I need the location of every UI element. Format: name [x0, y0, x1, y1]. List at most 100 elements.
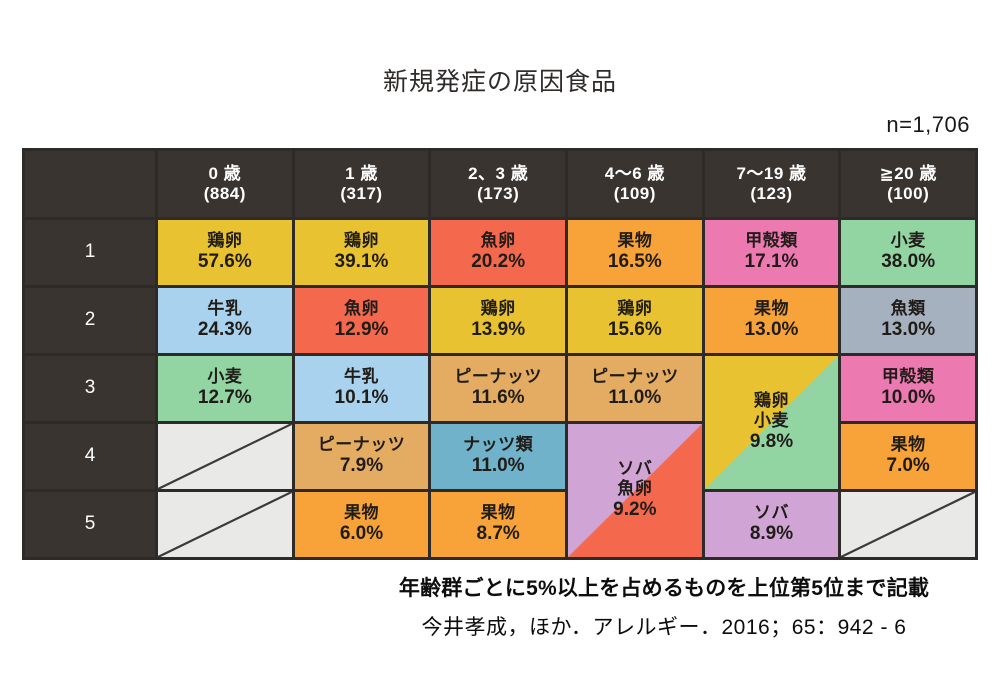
allergy-cause-table: 0 歳 (884) 1 歳 (317) 2、3 歳 (173) 4～6 歳 (1…: [22, 148, 978, 560]
food-percentage: 15.6%: [607, 319, 662, 341]
food-percentage: 13.9%: [471, 319, 526, 341]
food-name: 果物: [890, 434, 926, 454]
food-name: 鶏卵: [207, 230, 243, 250]
food-name: 果物: [753, 298, 789, 318]
food-name: 甲殻類: [881, 366, 935, 386]
footer: 年齢群ごとに5%以上を占めるものを上位第5位まで記載 今井孝成，ほか．アレルギー…: [334, 572, 994, 641]
cell-age2-3-rank5: 果物 8.7%: [431, 492, 565, 557]
cell-age20-rank3: 甲殻類 10.0%: [841, 356, 975, 421]
table-corner-cell: [25, 151, 155, 217]
column-header-age2-3: 2、3 歳 (173): [431, 151, 565, 217]
food-percentage: 13.0%: [881, 319, 936, 341]
food-name: ソバ: [617, 458, 653, 478]
food-percentage: 8.7%: [476, 523, 520, 545]
age-label: 2、3 歳: [468, 163, 529, 183]
food-name: 牛乳: [343, 366, 379, 386]
cell-age4-6-rank3: ピーナッツ 11.0%: [568, 356, 702, 421]
cell-age4-6-rank1: 果物 16.5%: [568, 220, 702, 285]
food-percentage: 11.0%: [471, 455, 525, 477]
cell-age1-rank4: ピーナッツ 7.9%: [294, 424, 429, 489]
cell-age7-19-rank1: 甲殻類 17.1%: [704, 220, 839, 285]
footnote-text: 年齢群ごとに5%以上を占めるものを上位第5位まで記載: [398, 577, 930, 600]
food-percentage: 11.6%: [471, 387, 525, 409]
food-name: 鶏卵: [753, 390, 789, 410]
cell-age20-rank1: 小麦 38.0%: [841, 220, 975, 285]
cell-age0-rank5-empty: [158, 492, 292, 557]
food-name: ソバ: [753, 502, 789, 522]
age-sample-count: (109): [613, 184, 656, 203]
sample-size-label: n=1,706: [886, 112, 970, 137]
food-name: 魚卵: [480, 230, 516, 250]
column-header-age0: 0 歳 (884): [158, 151, 292, 217]
age-label: ≧20 歳: [879, 163, 937, 183]
rank-label-5: 5: [25, 492, 155, 557]
cell-age1-rank3: 牛乳 10.1%: [294, 356, 429, 421]
cell-age0-rank1: 鶏卵 57.6%: [158, 220, 292, 285]
cell-age7-19-rank5: ソバ 8.9%: [704, 492, 839, 557]
food-percentage: 13.0%: [744, 319, 799, 341]
cell-age2-3-rank1: 魚卵 20.2%: [431, 220, 565, 285]
cell-age2-3-rank2: 鶏卵 13.9%: [431, 288, 565, 353]
food-percentage: 8.9%: [749, 523, 794, 545]
food-name: 魚卵: [343, 298, 379, 318]
food-percentage: 10.1%: [334, 387, 389, 409]
rank-label-2: 2: [25, 288, 155, 353]
cell-age4-6-rank2: 鶏卵 15.6%: [568, 288, 702, 353]
age-label: 1 歳: [345, 163, 378, 183]
food-name: 小麦: [207, 366, 243, 386]
food-percentage: 12.9%: [334, 319, 389, 341]
diagonal-slash: [158, 424, 292, 489]
food-name: 小麦: [753, 411, 789, 431]
cell-age20-rank5-empty: [841, 492, 975, 557]
food-name: 魚類: [890, 298, 926, 318]
food-percentage: 16.5%: [607, 251, 662, 273]
column-header-age4-6: 4～6 歳 (109): [568, 151, 702, 217]
rank-label-1: 1: [25, 220, 155, 285]
food-name: ピーナッツ: [454, 366, 542, 386]
column-header-age20plus: ≧20 歳 (100): [841, 151, 975, 217]
cell-age0-rank2: 牛乳 24.3%: [158, 288, 292, 353]
cell-age20-rank4: 果物 7.0%: [841, 424, 975, 489]
food-percentage: 57.6%: [197, 251, 252, 273]
food-percentage: 9.2%: [613, 499, 657, 521]
food-name: 牛乳: [207, 298, 243, 318]
food-percentage: 24.3%: [197, 319, 252, 341]
age-sample-count: (173): [477, 184, 520, 203]
column-header-age1: 1 歳 (317): [294, 151, 429, 217]
age-label: 0 歳: [208, 163, 242, 183]
food-percentage: 17.1%: [744, 251, 799, 273]
cell-age1-rank5: 果物 6.0%: [294, 492, 429, 557]
food-percentage: 20.2%: [471, 251, 526, 273]
food-name: 魚卵: [617, 479, 653, 499]
cell-age0-rank4-empty: [158, 424, 292, 489]
rank-label-3: 3: [25, 356, 155, 421]
age-label: 4～6 歳: [604, 163, 665, 183]
cell-age1-rank2: 魚卵 12.9%: [294, 288, 429, 353]
diagonal-slash: [158, 492, 292, 557]
age-sample-count: (123): [750, 184, 793, 203]
cell-age0-rank3: 小麦 12.7%: [158, 356, 292, 421]
food-percentage: 6.0%: [339, 523, 384, 545]
food-name: ピーナッツ: [317, 434, 406, 454]
cell-age2-3-rank4: ナッツ類 11.0%: [431, 424, 565, 489]
food-name: 鶏卵: [343, 230, 379, 250]
food-percentage: 10.0%: [881, 387, 936, 409]
food-name: 鶏卵: [617, 298, 653, 318]
cell-age7-19-rank2: 果物 13.0%: [704, 288, 839, 353]
cell-age7-19-rank3-4-merged: 鶏卵 小麦 9.8%: [704, 356, 839, 489]
cell-age20-rank2: 魚類 13.0%: [841, 288, 975, 353]
rank-label-4: 4: [25, 424, 155, 489]
food-name: 果物: [343, 502, 379, 522]
food-name: ナッツ類: [463, 434, 534, 454]
food-name: 果物: [617, 230, 653, 250]
food-percentage: 7.9%: [339, 455, 384, 477]
citation-text: 今井孝成，ほか．アレルギー．2016；65：942 - 6: [421, 616, 907, 639]
food-percentage: 38.0%: [881, 251, 936, 273]
cell-age2-3-rank3: ピーナッツ 11.6%: [431, 356, 565, 421]
page-title: 新規発症の原因食品: [382, 68, 617, 96]
food-name: 鶏卵: [480, 298, 516, 318]
age-sample-count: (100): [887, 184, 930, 203]
food-percentage: 11.0%: [608, 387, 662, 409]
cell-age4-6-rank4-5-merged: ソバ 魚卵 9.2%: [568, 424, 702, 557]
column-header-age7-19: 7～19 歳 (123): [704, 151, 839, 217]
